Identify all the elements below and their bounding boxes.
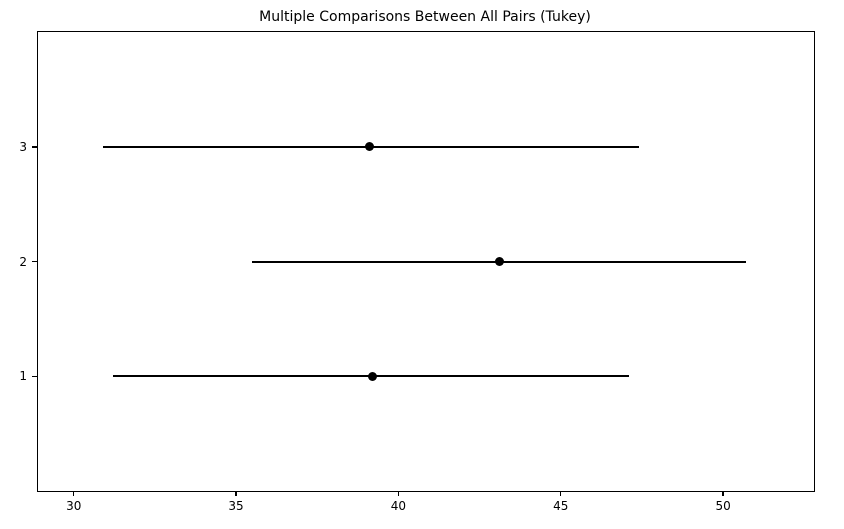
x-tick-label: 40 bbox=[390, 499, 407, 513]
x-tick-mark bbox=[72, 491, 75, 496]
y-tick-label: 2 bbox=[19, 254, 27, 269]
x-tick-label: 50 bbox=[715, 499, 731, 513]
x-tick-label: 30 bbox=[66, 499, 82, 513]
x-tick-mark bbox=[235, 491, 237, 496]
plot-area: 30 35 40 45 50 1 2 3 bbox=[19, 31, 815, 513]
y-tick-label: 1 bbox=[19, 369, 27, 384]
y-tick-mark bbox=[31, 260, 37, 263]
mean-marker bbox=[494, 257, 504, 266]
mean-marker bbox=[367, 371, 377, 381]
y-tick-mark bbox=[31, 146, 37, 148]
x-tick-label: 35 bbox=[228, 499, 244, 513]
mean-marker bbox=[364, 142, 374, 152]
x-tick-mark bbox=[397, 491, 400, 496]
y-tick-mark bbox=[31, 375, 37, 377]
x-tick-mark bbox=[559, 491, 562, 496]
y-tick-label: 3 bbox=[19, 139, 27, 154]
chart-title: Multiple Comparisons Between All Pairs (… bbox=[259, 9, 591, 25]
x-tick-mark bbox=[722, 491, 724, 496]
x-tick-label: 45 bbox=[553, 499, 569, 513]
